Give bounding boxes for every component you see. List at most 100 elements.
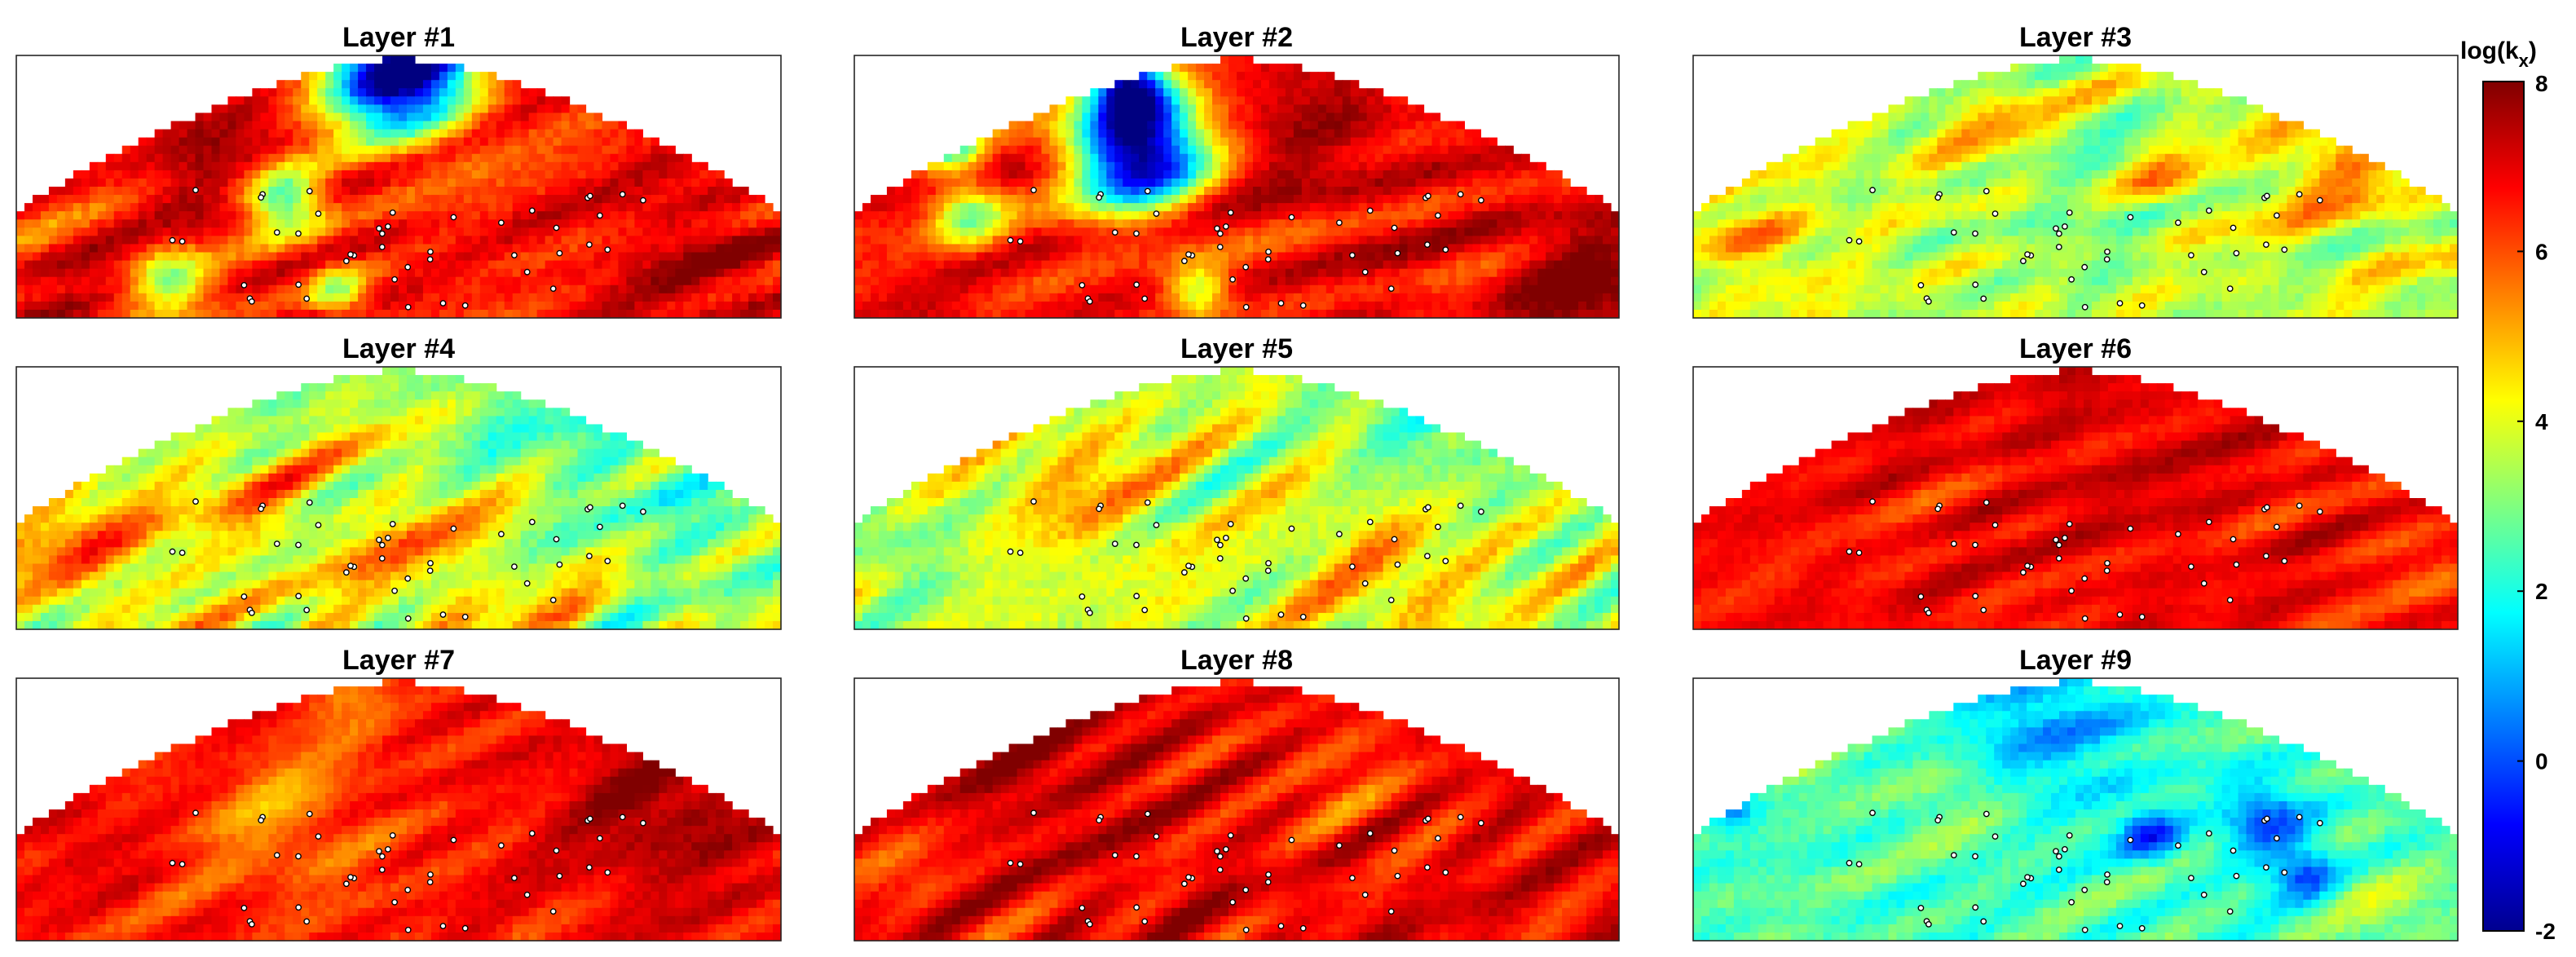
well-marker [1266,561,1271,566]
well-marker [525,270,530,275]
well-marker [380,867,385,872]
well-marker [1992,211,1997,216]
well-marker [587,242,592,247]
well-marker [641,821,646,826]
well-marker [1301,303,1306,308]
well-marker [1425,242,1430,247]
well-marker [296,593,301,598]
well-marker [386,536,390,540]
panel-title: Layer #6 [2019,333,2132,364]
well-marker [170,861,174,866]
well-marker [1926,611,1931,615]
well-marker [1425,553,1430,558]
well-marker [2234,562,2239,567]
well-marker [405,265,410,270]
well-marker [405,576,410,581]
well-marker [2176,220,2181,225]
well-marker [2105,872,2110,877]
well-marker [1856,550,1861,555]
panel-4: Layer #4 [16,333,782,630]
well-marker [1436,524,1440,529]
well-marker [170,549,174,554]
well-marker [1079,283,1084,288]
well-marker [390,210,395,215]
well-marker [512,253,517,258]
well-marker [406,305,411,310]
well-marker [1952,230,1956,235]
well-marker [2117,301,2122,306]
panel-title: Layer #2 [1180,22,1293,53]
well-marker [1096,506,1101,511]
well-marker [2264,242,2269,247]
well-marker [296,282,301,287]
well-marker [1031,499,1036,504]
well-marker [1426,193,1431,198]
well-marker [1087,611,1092,615]
panel-title: Layer #1 [342,22,455,53]
well-marker [1289,214,1294,219]
well-marker [1981,919,1986,924]
well-marker [179,239,184,244]
well-marker [2282,870,2287,875]
well-marker [2117,924,2122,928]
well-marker [1182,881,1187,886]
well-marker [1079,906,1084,911]
well-marker [1846,861,1851,866]
well-marker [2274,213,2279,218]
well-marker [2202,893,2207,897]
well-marker [1368,519,1373,524]
well-marker [1218,853,1223,858]
heatmap-cells [854,678,1620,942]
well-marker [1337,220,1342,225]
well-marker [525,581,530,586]
well-marker [1031,810,1036,815]
well-marker [2264,553,2269,558]
well-marker [440,301,445,306]
heatmap-cells [1693,678,2459,942]
well-marker [2117,612,2122,617]
well-marker [428,561,433,566]
well-marker [2230,848,2235,853]
well-marker [1278,612,1283,617]
well-marker [380,556,385,561]
well-marker [1395,873,1400,878]
well-marker [1350,253,1355,258]
well-marker [2057,867,2062,872]
well-marker [275,230,280,235]
well-marker [1984,500,1989,505]
colorbar-tick-label: -2 [2535,919,2556,944]
well-marker [2140,615,2145,620]
well-marker [1973,905,1978,910]
well-marker [428,568,433,573]
well-marker [1870,187,1875,192]
panel-6: Layer #6 [1693,333,2459,630]
panel-title: Layer #7 [342,645,455,676]
well-marker [348,875,353,880]
well-marker [1278,924,1283,928]
well-marker [1266,257,1271,262]
well-marker [1935,506,1940,511]
well-marker [1145,188,1150,193]
well-marker [1436,836,1440,840]
well-marker [193,499,198,504]
well-marker [1134,905,1139,910]
well-marker [1008,861,1012,866]
well-marker [348,563,353,568]
well-marker [2282,558,2287,563]
well-marker [1973,593,1978,598]
well-marker [1870,810,1875,815]
well-marker [1153,211,1158,216]
well-marker [1244,616,1249,621]
well-marker [1218,556,1223,561]
well-marker [241,594,246,599]
well-marker [428,880,433,884]
well-marker [1392,225,1396,230]
well-marker [512,875,517,880]
well-marker [377,849,382,853]
well-marker [2176,843,2181,848]
well-marker [307,811,312,816]
well-marker [1186,563,1191,568]
well-marker [307,500,312,505]
well-marker [258,506,263,511]
